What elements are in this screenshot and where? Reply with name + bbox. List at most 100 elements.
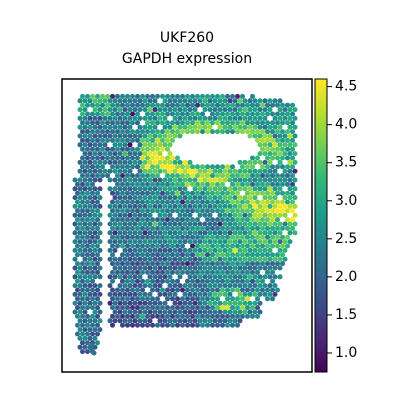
- spot: [175, 296, 180, 302]
- spot: [187, 159, 193, 165]
- spot: [190, 93, 195, 99]
- spot: [230, 111, 235, 117]
- spot: [85, 340, 90, 346]
- spot: [152, 265, 158, 271]
- spot: [262, 107, 268, 113]
- spot: [87, 124, 93, 130]
- spot: [92, 256, 98, 262]
- spot: [277, 151, 283, 157]
- spot: [85, 155, 90, 161]
- spot: [232, 239, 238, 245]
- spot: [202, 177, 208, 183]
- spot: [72, 186, 78, 192]
- spot: [240, 129, 245, 135]
- spot: [245, 234, 250, 240]
- spot: [197, 247, 203, 253]
- colorbar-tick-label: 4.5: [335, 79, 357, 95]
- spot: [132, 177, 138, 183]
- spot: [192, 115, 198, 121]
- spot: [140, 225, 145, 231]
- spot: [250, 199, 255, 205]
- spot: [142, 195, 148, 201]
- spot: [207, 274, 213, 280]
- spot: [95, 111, 100, 117]
- spot: [282, 221, 288, 227]
- spot: [117, 177, 123, 183]
- spot: [202, 115, 208, 121]
- spot: [152, 133, 158, 139]
- spot: [142, 98, 148, 104]
- spot: [252, 291, 258, 297]
- spot: [242, 291, 248, 297]
- spot: [232, 168, 238, 174]
- spot: [97, 142, 103, 148]
- spot: [247, 98, 253, 104]
- spot: [267, 195, 273, 201]
- spot: [262, 203, 268, 209]
- spot: [200, 287, 205, 293]
- spot: [230, 313, 235, 319]
- spot: [257, 221, 263, 227]
- spot: [182, 318, 188, 324]
- spot: [227, 221, 233, 227]
- spot: [235, 322, 240, 328]
- spot: [257, 98, 263, 104]
- spot: [240, 243, 245, 249]
- spot: [167, 274, 173, 280]
- spot: [277, 159, 283, 165]
- spot: [162, 212, 168, 218]
- spot: [240, 217, 245, 223]
- spot: [87, 115, 93, 121]
- spot: [185, 120, 190, 126]
- spot: [197, 221, 203, 227]
- spot: [100, 137, 105, 143]
- spot: [190, 278, 195, 284]
- spot: [275, 111, 280, 117]
- spot: [277, 124, 283, 130]
- spot: [167, 256, 173, 262]
- spot: [117, 98, 123, 104]
- spot: [267, 283, 273, 289]
- spot: [202, 283, 208, 289]
- spot: [132, 230, 138, 236]
- spot: [185, 252, 190, 258]
- spot: [82, 239, 88, 245]
- spot: [97, 327, 103, 333]
- spot: [97, 159, 103, 165]
- spot: [265, 217, 270, 223]
- spot: [90, 296, 95, 302]
- spot: [147, 107, 153, 113]
- spot: [100, 111, 105, 117]
- spot: [130, 243, 135, 249]
- spot: [130, 111, 135, 117]
- spot: [230, 129, 235, 135]
- spot: [260, 287, 265, 293]
- spot: [82, 107, 88, 113]
- spot: [245, 296, 250, 302]
- spot: [262, 168, 268, 174]
- spot: [120, 129, 125, 135]
- spot: [87, 318, 93, 324]
- spot: [170, 287, 175, 293]
- spot: [270, 225, 275, 231]
- spot: [260, 199, 265, 205]
- spot: [182, 247, 188, 253]
- spot: [255, 155, 260, 161]
- spot: [175, 111, 180, 117]
- spot: [85, 181, 90, 187]
- spot: [220, 313, 225, 319]
- spot: [175, 155, 180, 161]
- spot: [230, 190, 235, 196]
- spot: [177, 256, 183, 262]
- spot: [215, 93, 220, 99]
- spot: [95, 155, 100, 161]
- spot: [112, 195, 118, 201]
- spot: [250, 190, 255, 196]
- spot: [255, 296, 260, 302]
- spot: [190, 129, 195, 135]
- spot: [190, 269, 195, 275]
- spot: [165, 278, 170, 284]
- spot: [142, 291, 148, 297]
- spot: [205, 102, 210, 108]
- spot: [237, 239, 243, 245]
